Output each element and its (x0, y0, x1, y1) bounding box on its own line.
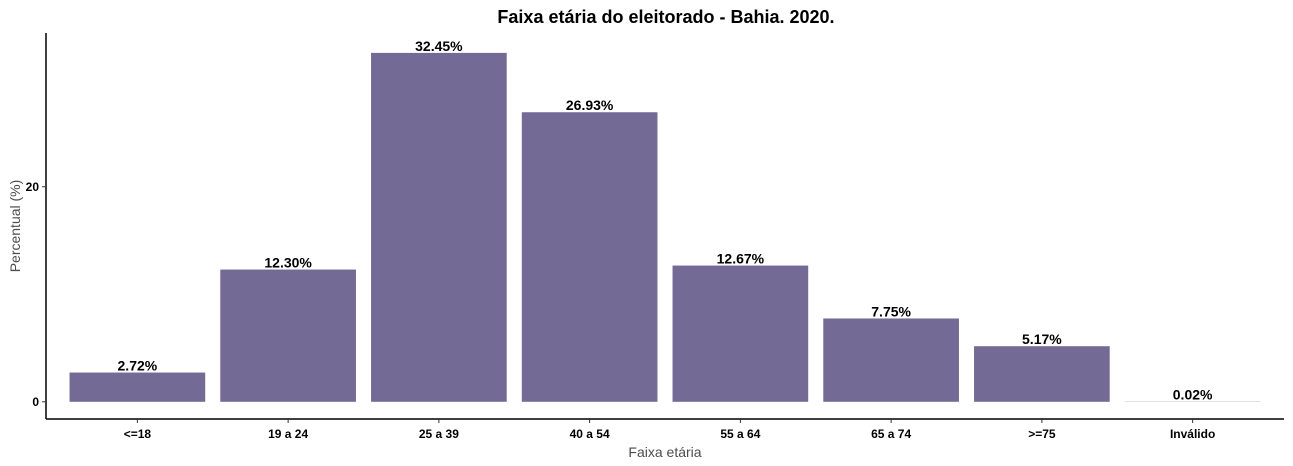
x-ticks-group: <=18 19 a 24 25 a 39 40 a 54 55 a 64 65 a 74 >… (124, 419, 1215, 441)
x-axis-title: Faixa etária (628, 444, 701, 460)
bar-7 (974, 346, 1110, 402)
bar-4 (521, 112, 658, 402)
bar-6 (823, 318, 959, 402)
bar-value-label-8: 0.02% (1173, 387, 1213, 403)
x-tick-label-3: 25 a 39 (419, 427, 459, 441)
bar-2 (220, 269, 356, 402)
bar-5 (672, 265, 809, 402)
x-tick-label-8: Inválido (1170, 427, 1215, 441)
y-tick-label-0: 0 (32, 395, 39, 409)
bar-value-label-6: 7.75% (871, 303, 911, 319)
bar-value-label-5: 12.67% (717, 251, 765, 267)
bar-value-label-3: 32.45% (415, 38, 463, 54)
x-tick-label-1: <=18 (124, 427, 152, 441)
bar-value-label-7: 5.17% (1022, 331, 1062, 347)
bar-value-label-2: 12.30% (264, 255, 312, 271)
bar-1 (69, 372, 206, 402)
y-tick-label-20: 20 (26, 180, 40, 194)
bar-value-label-1: 2.72% (118, 358, 158, 374)
x-tick-label-4: 40 a 54 (570, 427, 610, 441)
bar-value-label-4: 26.93% (566, 97, 614, 113)
x-tick-label-2: 19 a 24 (268, 427, 308, 441)
y-axis-title: Percentual (%) (7, 180, 23, 273)
y-ticks-group: 0 20 (26, 180, 46, 409)
x-tick-label-7: >=75 (1028, 427, 1056, 441)
chart-title: Faixa etária do eleitorado - Bahia. 2020… (497, 7, 834, 27)
x-tick-label-5: 55 a 64 (720, 427, 760, 441)
bar-labels-group: 2.72% 12.30% 32.45% 26.93% 12.67% 7.75% 5.17% 0… (118, 38, 1213, 403)
bars-group (69, 52, 1261, 402)
x-tick-label-6: 65 a 74 (871, 427, 911, 441)
bar-3 (371, 52, 507, 402)
